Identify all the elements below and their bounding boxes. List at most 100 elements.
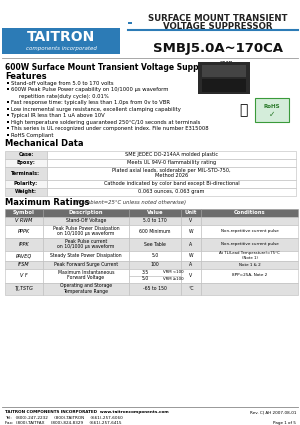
Text: A: A bbox=[189, 241, 193, 246]
Bar bbox=[129, 224, 181, 238]
Bar bbox=[202, 65, 246, 77]
Bar bbox=[5, 261, 43, 269]
Text: SMB: SMB bbox=[220, 60, 233, 65]
Text: 3.5: 3.5 bbox=[141, 269, 148, 275]
Text: on 10/1000 μs waveform: on 10/1000 μs waveform bbox=[57, 244, 115, 249]
Text: IPPK: IPPK bbox=[19, 241, 29, 246]
Text: Plated axial leads, solderable per MIL-STD-750,: Plated axial leads, solderable per MIL-S… bbox=[112, 168, 231, 173]
Bar bbox=[181, 269, 201, 283]
Text: -65 to 150: -65 to 150 bbox=[143, 286, 167, 291]
Bar bbox=[129, 261, 181, 269]
Bar bbox=[201, 209, 298, 216]
Text: 5.0 to 170: 5.0 to 170 bbox=[143, 218, 167, 223]
Text: Temperature Range: Temperature Range bbox=[64, 289, 109, 294]
Bar bbox=[7, 121, 9, 123]
Bar bbox=[0, 0, 300, 70]
Bar bbox=[43, 269, 129, 283]
Text: 600W Surface Mount Transient Voltage Suppressor: 600W Surface Mount Transient Voltage Sup… bbox=[5, 62, 226, 71]
Bar bbox=[129, 216, 181, 224]
Text: Terminals:: Terminals: bbox=[11, 170, 40, 176]
Bar bbox=[47, 187, 296, 196]
Bar bbox=[47, 179, 296, 187]
Bar bbox=[7, 88, 9, 90]
Text: Fast response time: typically less than 1.0ps from 0v to VBR: Fast response time: typically less than … bbox=[11, 100, 170, 105]
Bar bbox=[5, 250, 43, 261]
Text: °C: °C bbox=[188, 286, 194, 291]
Bar bbox=[129, 269, 181, 275]
Text: TAITRON: TAITRON bbox=[27, 30, 95, 44]
Bar bbox=[255, 98, 289, 122]
Text: Note 1 & 2: Note 1 & 2 bbox=[238, 263, 260, 266]
Text: Features: Features bbox=[5, 71, 47, 80]
Text: Non-repetitive current pulse: Non-repetitive current pulse bbox=[220, 229, 278, 233]
Text: This series is UL recognized under component index. File number E315008: This series is UL recognized under compo… bbox=[11, 126, 208, 131]
Bar bbox=[129, 238, 181, 250]
Bar bbox=[129, 269, 181, 283]
Text: Stand-Off Voltage: Stand-Off Voltage bbox=[66, 218, 106, 223]
Text: SME JEDEC DO-214AA molded plastic: SME JEDEC DO-214AA molded plastic bbox=[125, 152, 218, 157]
Text: A: A bbox=[189, 262, 193, 267]
Text: Ⓤ: Ⓤ bbox=[239, 103, 247, 117]
Bar bbox=[198, 62, 250, 94]
Text: 0.063 ounces, 0.063 gram: 0.063 ounces, 0.063 gram bbox=[138, 189, 205, 194]
Bar bbox=[43, 238, 129, 250]
Bar bbox=[201, 261, 298, 269]
Text: Page 1 of 5: Page 1 of 5 bbox=[273, 421, 296, 425]
Text: Maximum Ratings: Maximum Ratings bbox=[5, 198, 89, 207]
Bar bbox=[5, 209, 43, 216]
Bar bbox=[5, 238, 43, 250]
Bar bbox=[7, 101, 9, 103]
Bar bbox=[7, 127, 9, 129]
Bar bbox=[201, 250, 298, 261]
Bar bbox=[7, 82, 9, 84]
Text: PAVEQ: PAVEQ bbox=[16, 253, 32, 258]
Text: VRM ≥100: VRM ≥100 bbox=[163, 277, 183, 281]
Text: SURFACE MOUNT TRANSIENT: SURFACE MOUNT TRANSIENT bbox=[148, 14, 288, 23]
Bar bbox=[5, 187, 47, 196]
Text: Typical IR less than 1 uA above 10V: Typical IR less than 1 uA above 10V bbox=[11, 113, 105, 118]
Bar bbox=[5, 269, 43, 283]
Bar bbox=[47, 167, 296, 179]
Text: Description: Description bbox=[69, 210, 103, 215]
Bar bbox=[129, 250, 181, 261]
Text: Stand-off voltage from 5.0 to 170 volts: Stand-off voltage from 5.0 to 170 volts bbox=[11, 80, 114, 85]
Bar bbox=[5, 179, 47, 187]
Text: Polarity:: Polarity: bbox=[14, 181, 38, 186]
Text: 5.0: 5.0 bbox=[141, 277, 148, 281]
Text: Cathode indicated by color band except Bi-directional: Cathode indicated by color band except B… bbox=[103, 181, 239, 186]
Text: RoHS Compliant: RoHS Compliant bbox=[11, 133, 53, 138]
Text: Operating and Storage: Operating and Storage bbox=[60, 283, 112, 289]
Text: Value: Value bbox=[147, 210, 163, 215]
Text: (T Ambient=25°C unless noted otherwise): (T Ambient=25°C unless noted otherwise) bbox=[73, 200, 186, 205]
Bar bbox=[129, 283, 181, 295]
Bar bbox=[201, 238, 298, 250]
Text: 8PP=25A, Note 2: 8PP=25A, Note 2 bbox=[232, 274, 267, 278]
Bar bbox=[201, 216, 298, 224]
Text: W: W bbox=[189, 229, 193, 233]
Text: Conditions: Conditions bbox=[234, 210, 265, 215]
Bar bbox=[181, 238, 201, 250]
Bar bbox=[181, 283, 201, 295]
Text: 600 Minimum: 600 Minimum bbox=[139, 229, 171, 233]
Text: TJ,TSTG: TJ,TSTG bbox=[15, 286, 33, 291]
Bar bbox=[43, 224, 129, 238]
Bar bbox=[7, 133, 9, 136]
Bar bbox=[201, 269, 298, 283]
Text: Non-repetitive current pulse: Non-repetitive current pulse bbox=[220, 242, 278, 246]
Text: repetition rate(duty cycle): 0.01%: repetition rate(duty cycle): 0.01% bbox=[19, 94, 109, 99]
Bar bbox=[43, 283, 129, 295]
Bar bbox=[181, 209, 201, 216]
Bar bbox=[43, 216, 129, 224]
Bar bbox=[5, 150, 47, 159]
Bar bbox=[201, 283, 298, 295]
Text: V RWM: V RWM bbox=[15, 218, 33, 223]
Bar bbox=[43, 250, 129, 261]
Text: Forward Voltage: Forward Voltage bbox=[68, 275, 105, 281]
Text: Steady State Power Dissipation: Steady State Power Dissipation bbox=[50, 253, 122, 258]
Text: Peak Forward Surge Current: Peak Forward Surge Current bbox=[54, 262, 118, 267]
Bar bbox=[47, 150, 296, 159]
Bar bbox=[5, 216, 43, 224]
Bar bbox=[129, 275, 181, 283]
Text: Symbol: Symbol bbox=[13, 210, 35, 215]
Text: 100: 100 bbox=[151, 262, 159, 267]
